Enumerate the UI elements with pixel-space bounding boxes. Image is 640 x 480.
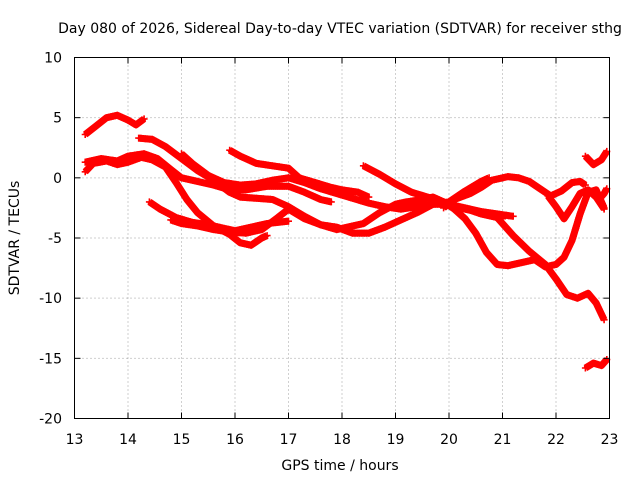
series-markers (81, 111, 148, 138)
series-markers (581, 356, 611, 372)
series-layer (81, 111, 611, 372)
series-markers (440, 173, 589, 212)
x-tick-label: 14 (119, 432, 137, 448)
series-markers (581, 147, 611, 169)
y-tick-label: 10 (44, 51, 62, 67)
x-tick-label: 15 (173, 432, 191, 448)
data-series-s8 (226, 146, 373, 201)
y-tick-label: -10 (39, 291, 62, 307)
data-series-s1 (81, 111, 148, 138)
data-series-s11 (493, 214, 608, 324)
y-axis-label: SDTVAR / TECUs (7, 181, 23, 296)
x-tick-label: 20 (440, 432, 458, 448)
series-markers (178, 150, 517, 220)
data-series-s13 (581, 147, 611, 169)
data-series-s7 (178, 150, 517, 220)
x-tick-label: 18 (333, 432, 351, 448)
x-tick-label: 22 (547, 432, 565, 448)
y-tick-label: -15 (39, 351, 62, 367)
data-series-s15 (595, 185, 611, 203)
x-tick-label: 17 (280, 432, 298, 448)
x-tick-label: 16 (226, 432, 244, 448)
data-series-s10 (440, 173, 589, 212)
chart-title: Day 080 of 2026, Sidereal Day-to-day VTE… (58, 21, 622, 37)
x-tick-label: 19 (387, 432, 405, 448)
y-tick-label: 0 (53, 171, 62, 187)
x-tick-label: 21 (494, 432, 512, 448)
y-tick-label: 5 (53, 111, 62, 127)
grid (74, 57, 610, 419)
series-markers (493, 214, 608, 324)
data-series-s14 (581, 356, 611, 372)
x-tick-label: 13 (66, 432, 84, 448)
x-axis-label: GPS time / hours (281, 458, 398, 474)
y-tick-label: -20 (39, 412, 62, 428)
series-markers (595, 185, 611, 203)
series-markers (226, 146, 373, 201)
data-series-s9 (359, 162, 608, 271)
ticks: 13 14 15 16 17 18 19 20 21 22 23 10 5 0 -5 -10 -15 -20 (39, 51, 618, 449)
y-tick-label: -5 (48, 231, 62, 247)
x-tick-label: 23 (601, 432, 619, 448)
